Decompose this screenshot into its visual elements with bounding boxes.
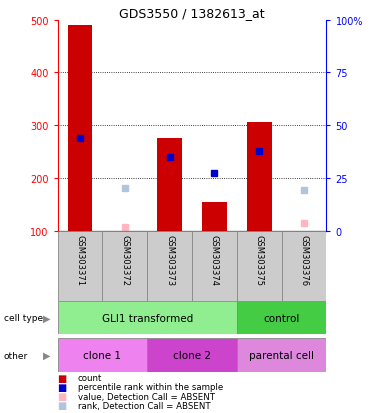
Text: ■: ■ [58,373,67,383]
Bar [247,122,272,231]
Text: other: other [4,351,28,360]
Text: ■: ■ [58,382,67,392]
Bar [147,339,237,372]
Bar [237,231,282,301]
Text: GSM303371: GSM303371 [75,235,85,286]
Text: count: count [78,373,102,382]
Bar [68,26,92,231]
Bar [202,202,227,231]
Bar [58,231,102,301]
Text: ▶: ▶ [43,313,50,323]
Text: control: control [263,313,300,323]
Text: GSM303376: GSM303376 [299,235,309,286]
Text: GSM303372: GSM303372 [120,235,129,286]
Text: ■: ■ [58,391,67,401]
Bar [58,301,237,335]
Text: clone 1: clone 1 [83,350,121,360]
Text: clone 2: clone 2 [173,350,211,360]
Title: GDS3550 / 1382613_at: GDS3550 / 1382613_at [119,7,265,19]
Bar [102,231,147,301]
Text: cell type: cell type [4,313,43,323]
Text: ▶: ▶ [43,350,50,360]
Bar [157,139,182,231]
Text: value, Detection Call = ABSENT: value, Detection Call = ABSENT [78,392,215,401]
Text: parental cell: parental cell [249,350,314,360]
Bar [58,339,147,372]
Bar [237,339,326,372]
Bar [282,231,326,301]
Text: GSM303373: GSM303373 [165,235,174,286]
Bar [192,231,237,301]
Text: percentile rank within the sample: percentile rank within the sample [78,382,223,392]
Text: GSM303374: GSM303374 [210,235,219,286]
Bar [237,301,326,335]
Text: GSM303375: GSM303375 [255,235,264,286]
Text: GLI1 transformed: GLI1 transformed [102,313,193,323]
Bar [147,231,192,301]
Text: ■: ■ [58,400,67,410]
Text: rank, Detection Call = ABSENT: rank, Detection Call = ABSENT [78,401,210,410]
